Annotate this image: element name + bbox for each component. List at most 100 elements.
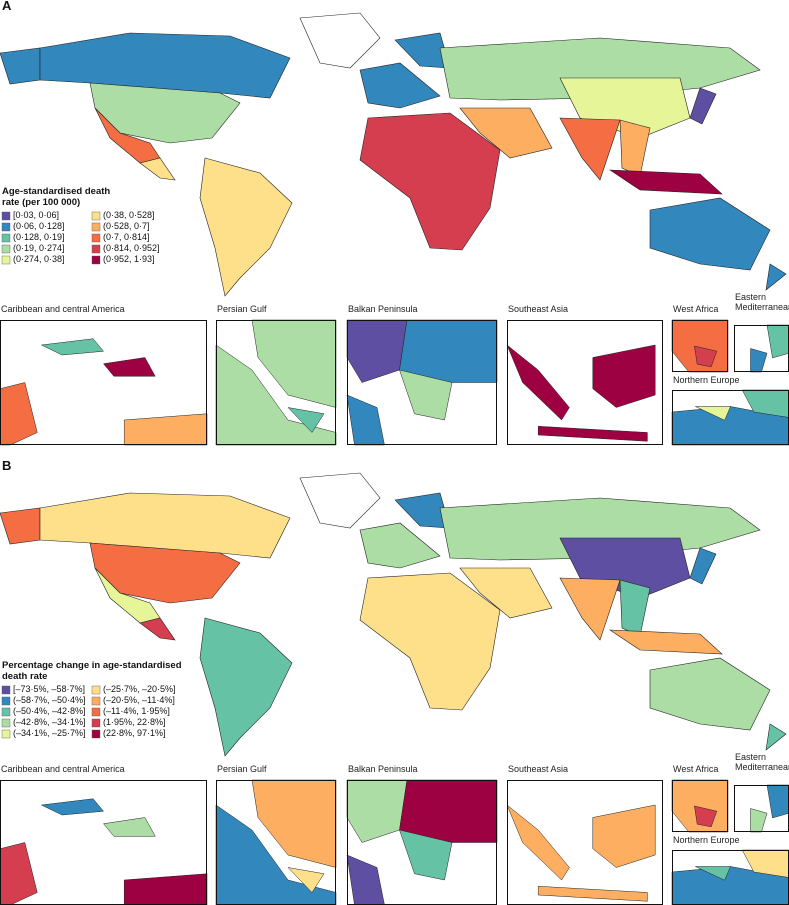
- country-region: [559, 77, 691, 139]
- inset-region: [694, 805, 718, 828]
- inset-region: [537, 425, 648, 442]
- inset-region: [40, 338, 104, 356]
- country-region: [299, 12, 381, 69]
- legend-swatch: [91, 222, 101, 232]
- legend-swatch: [1, 718, 11, 728]
- country-region: [459, 107, 553, 159]
- legend-swatch: [91, 729, 101, 739]
- legend-item: (–50·4%, –42·8%]: [13, 706, 86, 716]
- country-region: [39, 492, 291, 559]
- inset-region: [103, 357, 156, 377]
- legend-item: (0·19, 0·274]: [13, 243, 65, 253]
- country-region: [559, 537, 691, 599]
- legend-swatch: [91, 255, 101, 265]
- inset-label: Persian Gulf: [217, 304, 267, 314]
- inset-region: [287, 407, 325, 433]
- legend-swatch: [1, 244, 11, 254]
- inset-region: [346, 854, 385, 905]
- country-region: [139, 157, 176, 181]
- country-region: [689, 87, 717, 125]
- legend-swatch: [91, 707, 101, 717]
- inset-frame: [216, 320, 336, 445]
- inset-region: [399, 779, 498, 843]
- country-region: [619, 579, 651, 637]
- country-region: [689, 547, 717, 585]
- country-region: [359, 572, 501, 711]
- inset-region: [694, 345, 718, 368]
- inset-label: Southeast Asia: [508, 764, 569, 774]
- inset-frame: [347, 320, 497, 445]
- country-region: [608, 169, 723, 195]
- country-region: [0, 507, 41, 545]
- country-region: [39, 32, 291, 99]
- inset-label: Eastern Mediterranean: [735, 752, 789, 772]
- legend-item: (0·06, 0·128]: [13, 221, 65, 231]
- country-region: [199, 617, 293, 757]
- country-region: [649, 197, 771, 271]
- inset-region: [103, 817, 156, 837]
- legend-swatch: [1, 707, 11, 717]
- inset-region: [399, 319, 498, 383]
- legend-item: (0·38, 0·528]: [103, 210, 155, 220]
- legend-title: Age-standardised death rate (per 100 000…: [2, 186, 111, 208]
- legend-swatch: [91, 211, 101, 221]
- inset-label: Balkan Peninsula: [348, 764, 418, 774]
- legend-swatch: [91, 718, 101, 728]
- legend-title: Percentage change in age-standardised de…: [2, 660, 182, 682]
- inset-region: [399, 369, 453, 421]
- country-region: [559, 117, 621, 181]
- inset-label: Persian Gulf: [217, 764, 267, 774]
- country-region: [359, 112, 501, 251]
- inset-label: Northern Europe: [673, 835, 740, 845]
- legend-item: [–73·5%, –58·7%]: [13, 684, 86, 694]
- legend-item: (–58·7%, –50·4%]: [13, 695, 86, 705]
- legend-swatch: [1, 211, 11, 221]
- inset-label: Balkan Peninsula: [348, 304, 418, 314]
- legend-item: (0·952, 1·93]: [103, 254, 155, 264]
- panel-label: B: [2, 458, 12, 473]
- inset-region: [399, 829, 453, 881]
- inset-region: [0, 382, 38, 446]
- legend-swatch: [91, 233, 101, 243]
- inset-label: West Africa: [673, 764, 719, 774]
- legend-item: (0·814, 0·952]: [103, 243, 160, 253]
- legend-swatch: [91, 696, 101, 706]
- inset-region: [506, 804, 570, 881]
- legend-swatch: [91, 244, 101, 254]
- legend-swatch: [1, 255, 11, 265]
- inset-region: [287, 867, 325, 893]
- country-region: [199, 157, 293, 297]
- legend-swatch: [1, 233, 11, 243]
- inset-label: Caribbean and central America: [1, 304, 125, 314]
- inset-region: [40, 798, 104, 816]
- legend-item: (0·274, 0·38]: [13, 254, 65, 264]
- legend-item: (0·7, 0·814]: [103, 232, 150, 242]
- legend-item: (–20·5%, –11·4%]: [103, 695, 175, 705]
- legend-swatch: [91, 685, 101, 695]
- inset-label: Eastern Mediterranean: [735, 292, 789, 312]
- country-region: [459, 567, 553, 619]
- legend-item: [0·03, 0·06]: [13, 210, 60, 220]
- legend-item: (–34·1%, –25·7%]: [13, 728, 86, 738]
- inset-frame: [507, 320, 663, 445]
- inset-region: [695, 406, 731, 421]
- legend-item: (–11·4%, 1·95%]: [103, 706, 170, 716]
- country-region: [765, 263, 787, 291]
- country-region: [559, 577, 621, 641]
- country-region: [608, 629, 723, 655]
- legend-item: (0·528, 0·7]: [103, 221, 150, 231]
- inset-label: Southeast Asia: [508, 304, 569, 314]
- panel-label: A: [2, 0, 12, 13]
- legend-swatch: [1, 222, 11, 232]
- legend-item: (1·95%, 22·8%]: [103, 717, 166, 727]
- country-region: [139, 617, 176, 641]
- inset-label: Caribbean and central America: [1, 764, 125, 774]
- inset-region: [0, 842, 38, 905]
- country-region: [0, 47, 41, 85]
- legend-swatch: [1, 696, 11, 706]
- inset-region: [123, 873, 208, 905]
- inset-region: [506, 344, 570, 421]
- country-region: [299, 472, 381, 529]
